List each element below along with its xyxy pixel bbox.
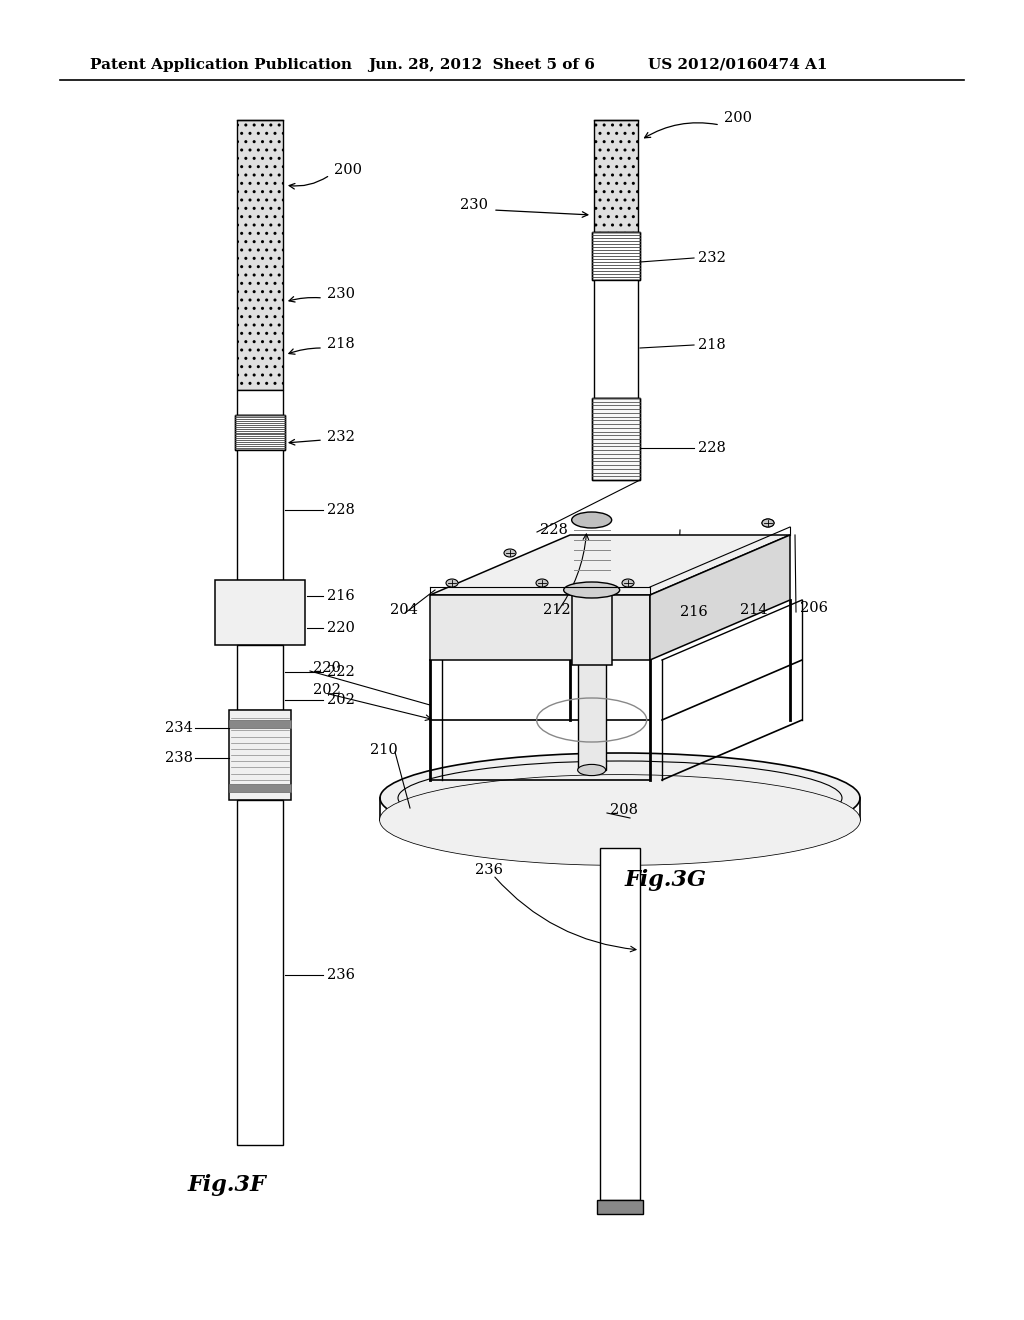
- Text: 220: 220: [313, 661, 341, 675]
- Ellipse shape: [380, 775, 860, 865]
- Polygon shape: [430, 535, 790, 595]
- Text: 218: 218: [327, 337, 354, 351]
- Text: 220: 220: [327, 620, 355, 635]
- Text: 216: 216: [327, 589, 354, 603]
- Polygon shape: [650, 535, 790, 660]
- Ellipse shape: [622, 579, 634, 587]
- Bar: [592, 232, 640, 280]
- Text: 202: 202: [313, 682, 341, 697]
- Bar: [229, 719, 291, 729]
- Text: 232: 232: [698, 251, 726, 265]
- Bar: [571, 590, 611, 665]
- Text: 236: 236: [475, 863, 503, 876]
- Text: 228: 228: [540, 523, 568, 537]
- Bar: [234, 414, 285, 450]
- Bar: [234, 414, 285, 450]
- Text: 230: 230: [327, 286, 355, 301]
- Text: 236: 236: [327, 968, 355, 982]
- Bar: [237, 800, 283, 1144]
- Text: 228: 228: [327, 503, 355, 517]
- Text: 204: 204: [390, 603, 418, 616]
- Bar: [594, 120, 638, 232]
- Ellipse shape: [571, 512, 611, 528]
- Text: US 2012/0160474 A1: US 2012/0160474 A1: [648, 58, 827, 73]
- Text: 212: 212: [543, 603, 570, 616]
- Text: 230: 230: [460, 198, 488, 213]
- Text: Fig.3F: Fig.3F: [188, 1173, 266, 1196]
- Text: 218: 218: [698, 338, 726, 352]
- Bar: [229, 784, 291, 792]
- Bar: [592, 399, 640, 480]
- Ellipse shape: [578, 764, 605, 776]
- Ellipse shape: [536, 579, 548, 587]
- Bar: [597, 1200, 643, 1214]
- Text: 234: 234: [165, 721, 193, 735]
- Bar: [600, 847, 640, 1200]
- Ellipse shape: [563, 582, 620, 598]
- Ellipse shape: [504, 549, 516, 557]
- Text: 210: 210: [370, 743, 397, 756]
- Bar: [594, 280, 638, 399]
- Bar: [237, 645, 283, 710]
- Polygon shape: [430, 595, 650, 660]
- Bar: [592, 232, 640, 280]
- Text: 238: 238: [165, 751, 193, 766]
- Text: Fig.3G: Fig.3G: [625, 869, 707, 891]
- Text: 208: 208: [610, 803, 638, 817]
- Ellipse shape: [762, 519, 774, 527]
- Bar: [229, 710, 291, 800]
- Text: 228: 228: [698, 441, 726, 455]
- Bar: [237, 450, 283, 579]
- Text: 214: 214: [740, 603, 768, 616]
- Text: Jun. 28, 2012  Sheet 5 of 6: Jun. 28, 2012 Sheet 5 of 6: [368, 58, 595, 73]
- Ellipse shape: [446, 579, 458, 587]
- Text: 202: 202: [327, 693, 355, 708]
- Bar: [578, 595, 605, 770]
- Text: Patent Application Publication: Patent Application Publication: [90, 58, 352, 73]
- Ellipse shape: [762, 519, 774, 527]
- Text: 200: 200: [334, 162, 362, 177]
- Ellipse shape: [380, 752, 860, 843]
- Text: 216: 216: [680, 605, 708, 619]
- Ellipse shape: [578, 590, 605, 601]
- Text: 222: 222: [327, 665, 354, 678]
- Bar: [592, 399, 640, 480]
- Bar: [237, 389, 283, 414]
- Text: 232: 232: [327, 430, 355, 444]
- Text: 206: 206: [800, 601, 828, 615]
- Ellipse shape: [380, 775, 860, 865]
- Text: 200: 200: [724, 111, 752, 125]
- Bar: [215, 579, 305, 645]
- Bar: [237, 120, 283, 389]
